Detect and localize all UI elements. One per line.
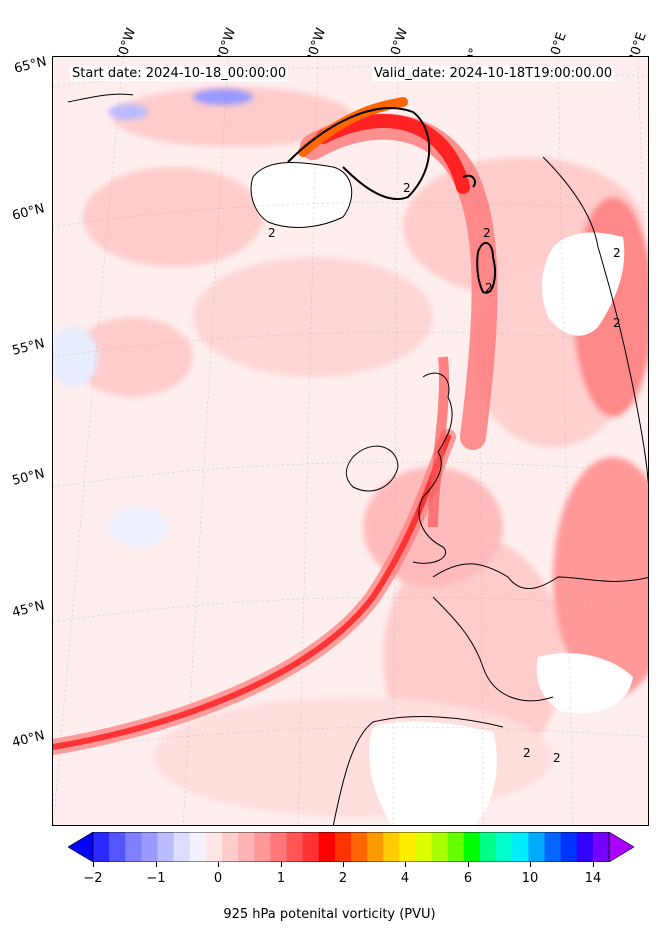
colorbar-extend-max xyxy=(608,832,634,862)
contour-label: 2 xyxy=(403,181,411,195)
colorbar-segment xyxy=(302,832,320,862)
lat-label-40n: 40°N xyxy=(10,728,47,751)
colorbar-segment xyxy=(560,832,578,862)
lat-label-60n: 60°N xyxy=(10,201,47,224)
colorbar-segment xyxy=(431,832,449,862)
colorbar xyxy=(68,832,634,862)
colorbar-segment xyxy=(109,832,126,862)
cb-tickmark xyxy=(156,862,157,867)
colorbar-segment xyxy=(254,832,271,862)
colorbar-segment xyxy=(592,832,610,862)
cb-tickmark xyxy=(530,862,531,867)
colorbar-segment xyxy=(367,832,384,862)
alps-mask xyxy=(536,653,633,714)
cb-tick-label: 6 xyxy=(463,871,473,886)
iberia-mask xyxy=(369,721,497,825)
cb-tickmark xyxy=(593,862,594,867)
cb-tickmark xyxy=(218,862,219,867)
contour-label: 2 xyxy=(523,746,531,760)
cb-tick-label: 2 xyxy=(338,871,348,886)
colorbar-segment xyxy=(222,832,239,862)
colorbar-segment xyxy=(415,832,433,862)
colorbar-segment xyxy=(205,832,223,862)
start-date-label: Start date: 2024-10-18_00:00:00 xyxy=(70,66,289,81)
cb-tick-label: 14 xyxy=(584,871,602,886)
colorbar-segment xyxy=(496,832,513,862)
colorbar-segment xyxy=(399,832,416,862)
coastlines xyxy=(67,93,648,825)
lat-label-45n: 45°N xyxy=(10,598,47,621)
colorbar-segment xyxy=(93,832,110,862)
colorbar-segment xyxy=(383,832,400,862)
iceland-mask xyxy=(250,162,353,228)
graticule xyxy=(53,57,648,825)
colorbar-label: 925 hPa potenital vorticity (PVU) xyxy=(223,907,436,922)
colorbar-border xyxy=(92,832,610,862)
colorbar-segment xyxy=(157,832,175,862)
map-panel: 2 2 2 2 2 2 2 2 xyxy=(52,56,649,826)
contour-label: 2 xyxy=(483,226,491,240)
lat-label-50n: 50°N xyxy=(10,466,47,489)
cb-tick-label: 0 xyxy=(213,871,223,886)
cb-tickmark xyxy=(468,862,469,867)
colorbar-segment xyxy=(528,832,545,862)
cb-tick-label: −2 xyxy=(83,871,103,886)
lat-label-55n: 55°N xyxy=(10,336,47,359)
colorbar-segment xyxy=(512,832,529,862)
valid-date-label: Valid_date: 2024-10-18T19:00:00.00 xyxy=(372,66,615,81)
colorbar-segment xyxy=(447,832,465,862)
colorbar-segment xyxy=(125,832,142,862)
cb-tick-label: 4 xyxy=(400,871,410,886)
cb-tickmark xyxy=(93,862,94,867)
colorbar-segment xyxy=(480,832,497,862)
lat-label-65n: 65°N xyxy=(12,54,49,77)
northern-band-core xyxy=(316,114,470,194)
colorbar-segment xyxy=(463,832,481,862)
cb-tickmark xyxy=(343,862,344,867)
pv-negative-patches xyxy=(53,89,253,547)
contour-label: 2 xyxy=(613,316,621,330)
colorbar-segment xyxy=(334,832,352,862)
colorbar-segment xyxy=(270,832,287,862)
colorbar-segment xyxy=(351,832,368,862)
contour-label: 2 xyxy=(268,226,276,240)
colorbar-segment xyxy=(238,832,255,862)
pv-field-map: 2 2 2 2 2 2 2 2 xyxy=(53,57,648,825)
colorbar-segment xyxy=(189,832,207,862)
colorbar-segment xyxy=(141,832,158,862)
contour-label: 2 xyxy=(613,246,621,260)
cb-tick-label: 10 xyxy=(521,871,539,886)
contour-label: 2 xyxy=(485,281,493,295)
colorbar-segment xyxy=(286,832,304,862)
colorbar-segment xyxy=(544,832,562,862)
britain-band xyxy=(428,356,450,528)
cb-tick-label: −1 xyxy=(146,871,166,886)
cb-tick-label: 1 xyxy=(276,871,286,886)
colorbar-segment xyxy=(318,832,336,862)
cb-tickmark xyxy=(405,862,406,867)
colorbar-segment xyxy=(576,832,594,862)
scandinavia-mask xyxy=(541,232,625,336)
pv-2-contours xyxy=(287,107,496,294)
colorbar-extend-min xyxy=(68,832,94,862)
colorbar-segment xyxy=(173,832,191,862)
contour-label: 2 xyxy=(553,751,561,765)
cb-tickmark xyxy=(281,862,282,867)
